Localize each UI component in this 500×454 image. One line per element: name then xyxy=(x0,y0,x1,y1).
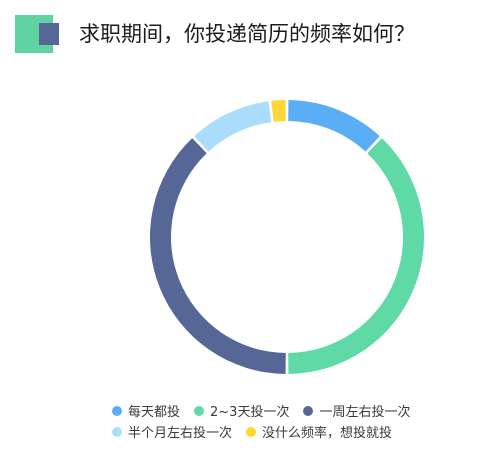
legend-swatch xyxy=(194,405,205,416)
chart-legend: 每天都投 2~3天投一次 一周左右投一次 半个月左右投一次 没什么频率，想投就投 xyxy=(112,400,482,442)
donut-slice xyxy=(194,101,272,152)
legend-row: 半个月左右投一次 没什么频率，想投就投 xyxy=(112,421,482,442)
legend-swatch xyxy=(303,405,314,416)
donut-slice xyxy=(288,100,380,152)
donut-slice xyxy=(271,100,286,122)
donut-slice xyxy=(150,138,286,374)
legend-swatch xyxy=(112,405,122,416)
donut-slice xyxy=(288,138,424,374)
legend-label: 每天都投 xyxy=(128,405,181,420)
legend-label: 没什么频率，想投就投 xyxy=(262,426,393,441)
title-accent-icon xyxy=(15,15,59,53)
legend-item: 没什么频率，想投就投 xyxy=(246,422,392,441)
legend-item: 半个月左右投一次 xyxy=(112,422,232,441)
legend-swatch xyxy=(246,426,257,437)
legend-label: 半个月左右投一次 xyxy=(128,426,233,441)
legend-row: 每天都投 2~3天投一次 一周左右投一次 xyxy=(112,400,482,421)
chart-header: 求职期间，你投递简历的频率如何？ xyxy=(15,15,485,55)
legend-label: 一周左右投一次 xyxy=(319,405,411,420)
legend-item: 每天都投 xyxy=(112,401,180,420)
legend-item: 一周左右投一次 xyxy=(303,401,410,420)
legend-item: 2~3天投一次 xyxy=(194,401,289,420)
legend-swatch xyxy=(112,426,122,437)
chart-title: 求职期间，你投递简历的频率如何？ xyxy=(79,22,415,46)
legend-label: 2~3天投一次 xyxy=(210,405,290,420)
